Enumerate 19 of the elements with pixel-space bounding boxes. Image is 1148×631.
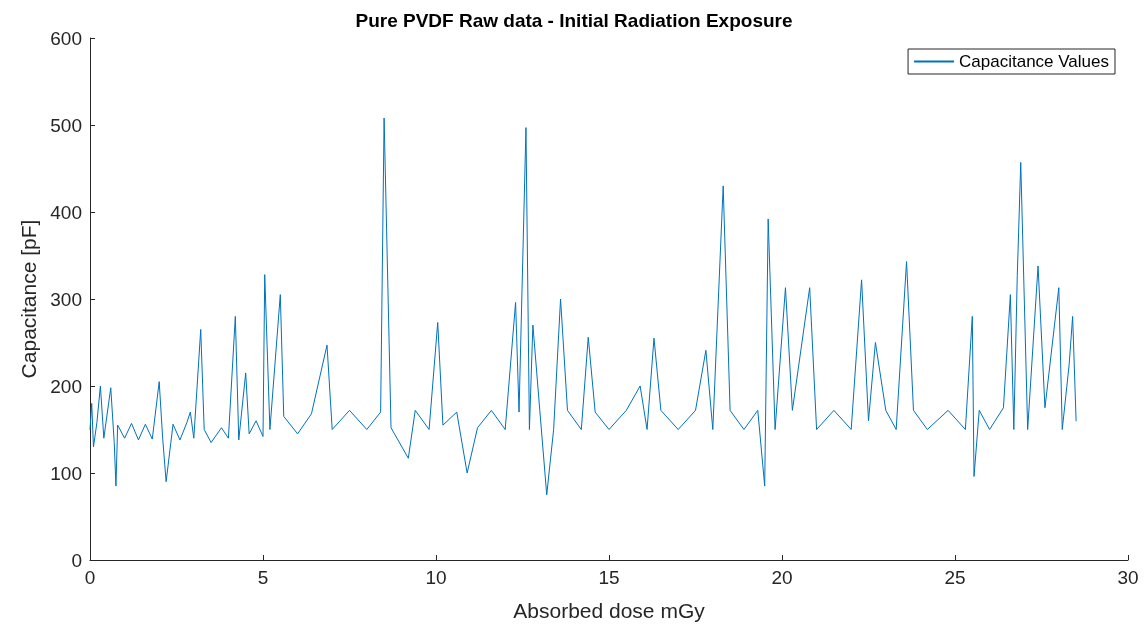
legend-label: Capacitance Values	[959, 52, 1110, 71]
x-tick-label: 25	[944, 567, 966, 588]
x-tick-label: 20	[771, 567, 793, 588]
chart-title: Pure PVDF Raw data - Initial Radiation Exposure	[355, 10, 793, 31]
y-tick-label: 300	[50, 288, 82, 310]
y-tick-label: 100	[50, 462, 82, 484]
x-tick-label: 30	[1117, 567, 1139, 588]
y-tick-label: 500	[50, 114, 82, 136]
x-tick-label: 0	[84, 567, 96, 588]
y-tick-label: 200	[50, 375, 82, 397]
line-series	[89, 117, 1077, 496]
y-tick-label: 0	[71, 549, 82, 571]
y-tick-label: 400	[50, 201, 82, 223]
x-tick-label: 5	[257, 567, 269, 588]
x-tick-label: 15	[598, 567, 620, 588]
x-tick-label: 10	[425, 567, 447, 588]
y-tick-label: 600	[50, 27, 82, 49]
x-axis-title: Absorbed dose mGy	[513, 599, 706, 622]
y-axis-title: Capacitance [pF]	[17, 219, 41, 379]
